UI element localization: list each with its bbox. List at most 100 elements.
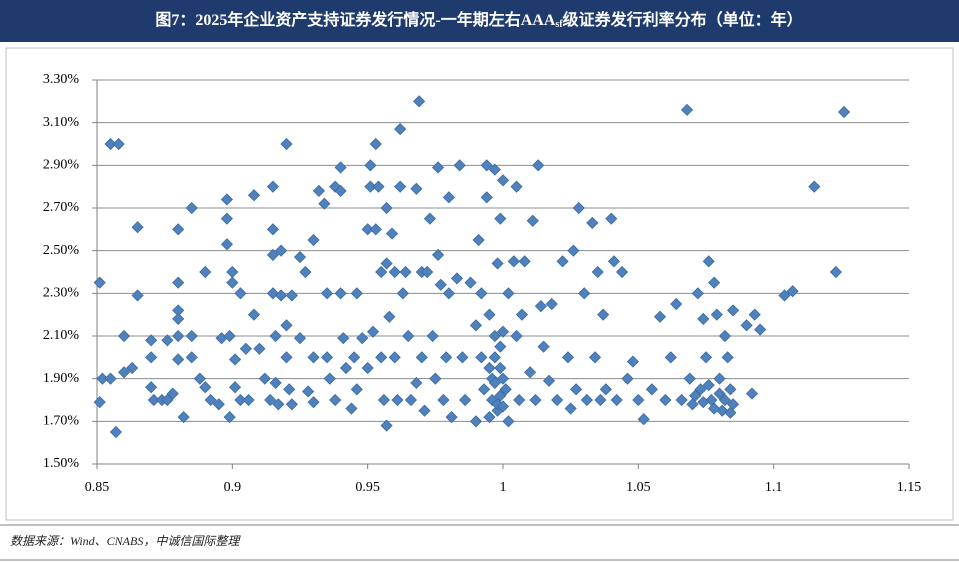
y-tick-label: 3.10% <box>43 115 80 130</box>
point <box>616 265 629 279</box>
point <box>494 212 507 225</box>
point <box>494 340 507 353</box>
point <box>727 304 740 317</box>
point <box>321 287 334 300</box>
point <box>399 265 412 279</box>
y-tick-label: 1.50% <box>43 456 80 471</box>
point <box>274 289 288 302</box>
point <box>488 351 501 364</box>
point <box>423 212 436 225</box>
point <box>524 366 537 379</box>
point <box>172 276 185 289</box>
point <box>348 351 361 364</box>
point <box>507 255 520 268</box>
point <box>161 393 174 407</box>
point <box>607 255 621 268</box>
point <box>285 398 298 411</box>
point <box>388 265 401 279</box>
point <box>402 329 415 343</box>
point <box>496 400 510 413</box>
point <box>242 393 255 407</box>
point <box>147 393 160 407</box>
point <box>542 374 556 387</box>
point <box>199 381 212 394</box>
x-tick-label: 0.9 <box>224 480 242 495</box>
point <box>475 287 488 300</box>
point <box>494 389 507 402</box>
point <box>212 398 225 411</box>
point <box>361 361 374 375</box>
point <box>483 308 496 321</box>
point <box>220 212 233 225</box>
x-tick-label: 1.1 <box>765 480 783 495</box>
point <box>312 184 326 197</box>
point <box>234 393 247 407</box>
point <box>534 300 547 313</box>
point <box>264 393 277 407</box>
point <box>280 351 293 364</box>
point <box>258 372 271 385</box>
point <box>280 137 293 151</box>
point <box>193 372 206 385</box>
point <box>708 276 721 289</box>
point <box>131 289 144 302</box>
point <box>483 411 496 424</box>
point <box>580 393 593 407</box>
point <box>426 329 439 343</box>
point <box>453 159 466 172</box>
point <box>199 265 212 279</box>
point <box>754 323 767 336</box>
point <box>499 383 512 396</box>
point <box>377 393 390 407</box>
point <box>93 396 106 409</box>
point <box>529 393 542 407</box>
y-tick-label: 2.90% <box>43 158 80 173</box>
point <box>697 312 710 325</box>
point <box>269 376 282 389</box>
point <box>364 180 377 193</box>
x-tick-label: 0.95 <box>355 480 380 495</box>
point <box>637 413 650 426</box>
point <box>396 287 409 300</box>
point <box>586 216 599 229</box>
point <box>339 361 353 375</box>
point <box>239 342 252 355</box>
point <box>488 376 501 389</box>
point <box>578 287 591 300</box>
point <box>808 180 821 193</box>
point <box>645 383 658 396</box>
point <box>551 393 564 407</box>
point <box>226 276 239 289</box>
point <box>220 238 233 251</box>
point <box>372 180 385 193</box>
point <box>380 257 393 270</box>
point <box>266 180 279 193</box>
point <box>691 287 704 300</box>
point <box>172 312 185 325</box>
point <box>437 393 450 407</box>
point <box>391 393 404 407</box>
title-part: 级证券发行利率分布（单位：年） <box>563 10 803 29</box>
point <box>702 255 715 268</box>
point <box>434 278 447 291</box>
point <box>421 265 434 279</box>
point <box>131 221 144 234</box>
point <box>329 180 342 193</box>
point <box>699 351 713 364</box>
point <box>369 137 382 151</box>
y-tick-label: 2.10% <box>43 328 80 343</box>
point <box>334 287 347 300</box>
point <box>413 95 426 108</box>
point <box>599 383 612 396</box>
point <box>185 329 198 343</box>
point <box>526 214 539 227</box>
point <box>518 255 531 268</box>
point <box>597 308 610 321</box>
title-subscript: sf <box>555 19 563 30</box>
point <box>126 361 139 375</box>
point <box>431 161 445 174</box>
point <box>145 334 158 347</box>
point <box>380 201 393 215</box>
point <box>410 376 423 389</box>
point <box>388 351 401 364</box>
